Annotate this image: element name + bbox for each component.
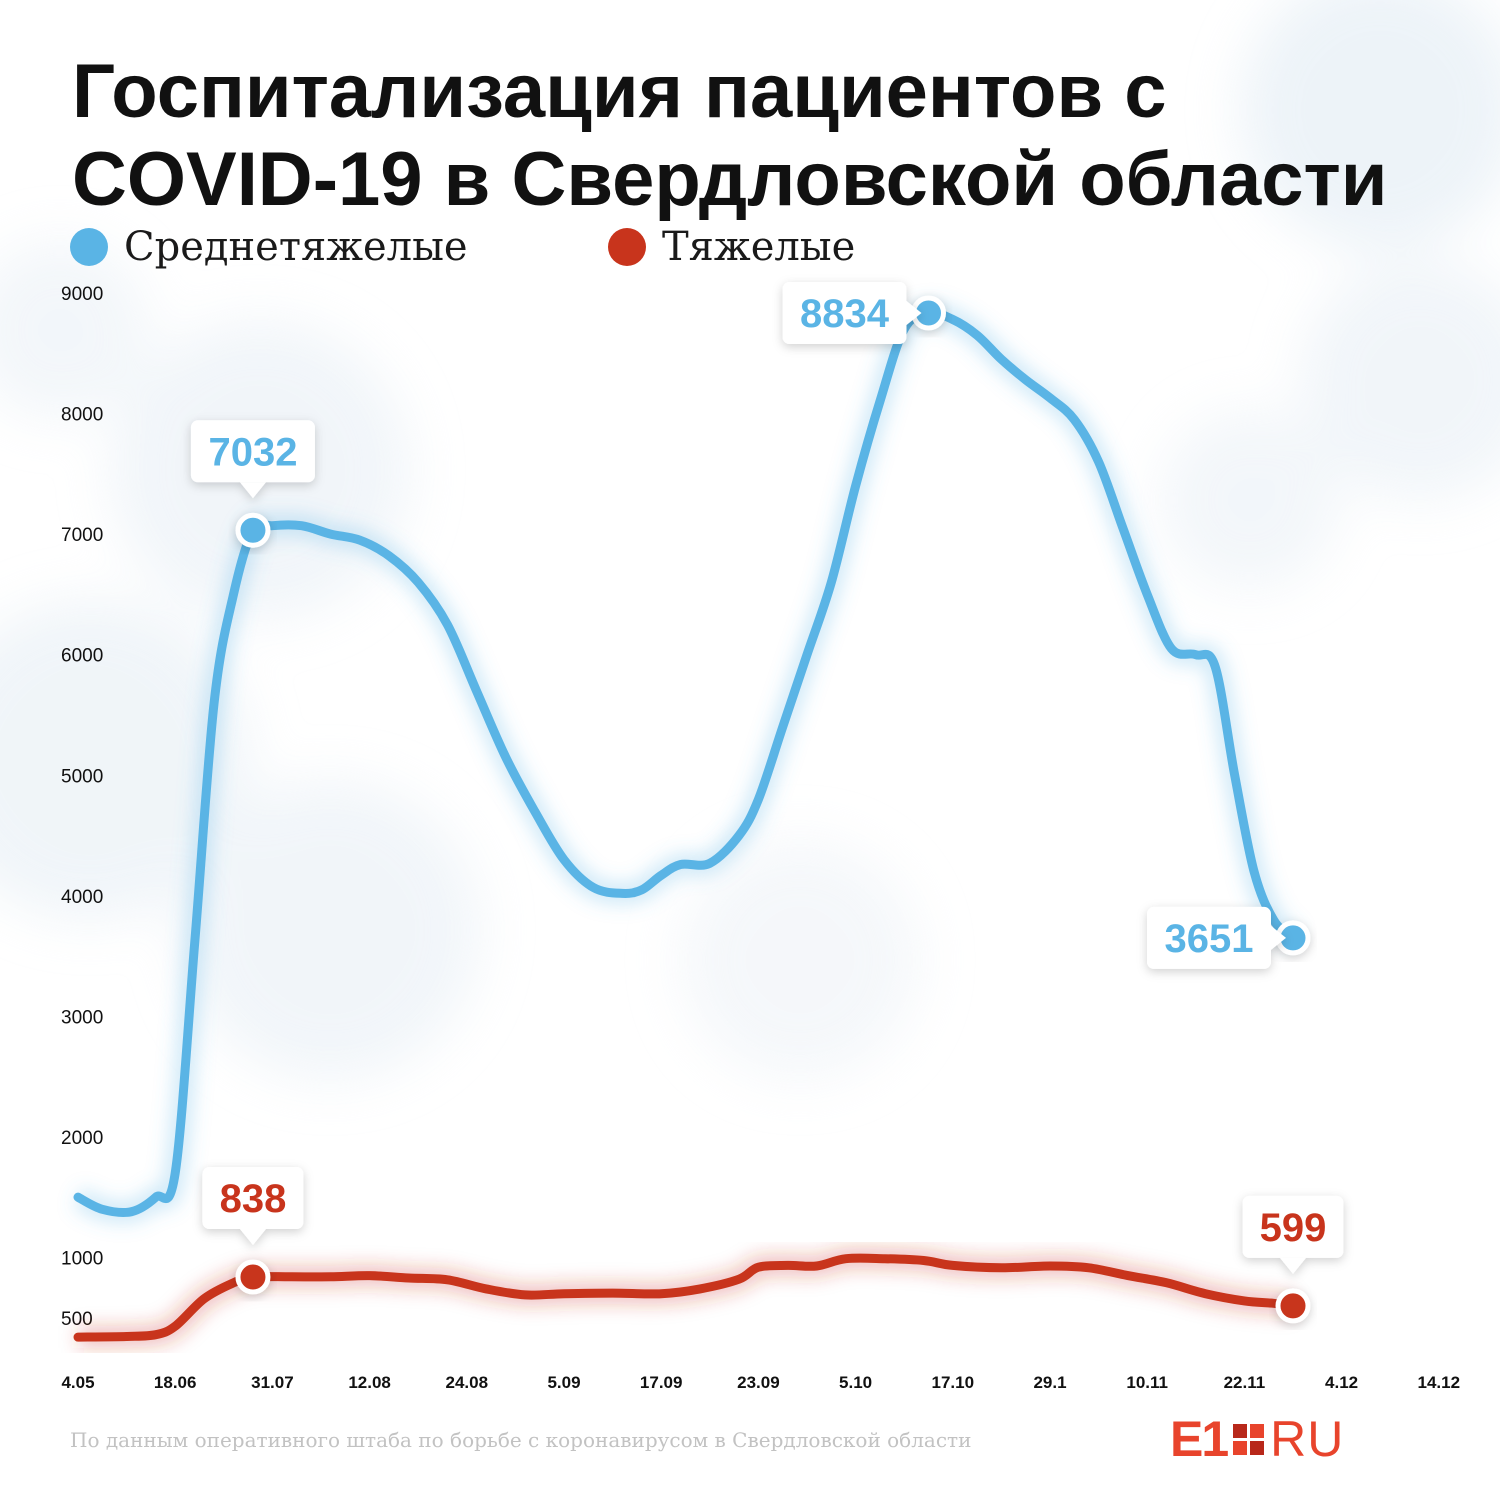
x-tick-label: 18.06	[154, 1373, 197, 1392]
x-tick-label: 22.11	[1224, 1373, 1266, 1392]
legend-dot-moderate	[70, 228, 108, 266]
x-tick-label: 5.09	[547, 1373, 580, 1392]
callout-box	[202, 1167, 304, 1230]
callout-pointer	[906, 301, 922, 326]
callout-pointer	[1271, 925, 1286, 950]
legend-label-severe: Тяжелые	[662, 224, 856, 270]
source-note: По данным оперативного штаба по борьбе с…	[70, 1428, 972, 1452]
x-tick-label: 29.1	[1033, 1373, 1066, 1392]
logo-e1-text: E1	[1170, 1411, 1229, 1467]
callout-box	[1242, 1195, 1344, 1258]
data-label-group: 7032	[190, 420, 315, 548]
data-label: 7032	[208, 430, 297, 474]
data-point-marker	[235, 1259, 271, 1295]
x-tick-label: 4.12	[1325, 1373, 1358, 1392]
x-tick-label: 10.11	[1126, 1373, 1168, 1392]
data-label: 599	[1260, 1206, 1327, 1250]
legend-item-severe: Тяжелые	[608, 222, 855, 272]
series-moderate	[72, 301, 1301, 1224]
data-label-callout	[190, 420, 315, 499]
x-tick-label: 4.05	[61, 1373, 94, 1392]
y-tick-label: 500	[61, 1309, 93, 1330]
chart-title: Госпитализация пациентов с COVID-19 в Св…	[72, 48, 1472, 224]
x-tick-label: 12.08	[348, 1373, 391, 1392]
callout-box	[782, 282, 907, 345]
data-label: 8834	[800, 292, 890, 336]
x-tick-label: 17.09	[640, 1373, 683, 1392]
data-label-callout	[782, 282, 922, 345]
y-axis: 500 1000 2000 3000 4000 5000 6000 7000 8000 9000	[61, 284, 103, 1330]
legend-dot-severe	[608, 228, 646, 266]
data-label-group: 3651	[1147, 906, 1311, 969]
data-label-callout	[1147, 906, 1286, 969]
data-label-group: 599	[1242, 1195, 1344, 1324]
y-tick-label: 7000	[61, 525, 103, 546]
callout-box	[190, 420, 315, 483]
x-tick-label: 5.10	[839, 1373, 872, 1392]
e1-logo: E1 RU	[1170, 1411, 1345, 1467]
x-tick-label: 24.08	[446, 1373, 489, 1392]
series-line	[73, 308, 1298, 1218]
data-label-callout	[1242, 1195, 1344, 1274]
x-tick-label: 14.12	[1418, 1373, 1461, 1392]
y-tick-label: 2000	[61, 1128, 103, 1149]
data-point-marker	[1275, 1288, 1311, 1324]
chart-title-line-1: Госпитализация пациентов с	[72, 49, 1167, 134]
y-tick-label: 3000	[61, 1007, 103, 1028]
data-label-callout	[202, 1167, 304, 1246]
data-label: 838	[220, 1177, 287, 1221]
data-label: 3651	[1165, 917, 1254, 961]
logo-ru-text: RU	[1270, 1411, 1345, 1467]
data-point-marker	[235, 512, 271, 548]
y-tick-label: 8000	[61, 405, 103, 426]
x-axis: 4.05 18.06 31.07 12.08 24.08 5.09 17.09 23.09 5.…	[61, 1373, 1460, 1392]
chart-title-line-2: COVID-19 в Свердловской области	[72, 137, 1388, 222]
y-tick-label: 1000	[61, 1249, 103, 1270]
x-tick-label: 31.07	[251, 1373, 294, 1392]
legend-item-moderate: Среднетяжелые	[70, 222, 468, 272]
x-tick-label: 17.10	[932, 1373, 975, 1392]
data-label-group: 8834	[782, 282, 946, 345]
legend-label-moderate: Среднетяжелые	[124, 224, 468, 270]
x-tick-label: 23.09	[737, 1373, 780, 1392]
y-tick-label: 5000	[61, 766, 103, 787]
y-tick-label: 9000	[61, 284, 103, 305]
logo-square-icon	[1233, 1423, 1265, 1455]
callout-pointer	[1280, 1257, 1306, 1274]
callout-pointer	[239, 1229, 266, 1246]
data-label-group: 838	[202, 1167, 304, 1295]
y-tick-label: 4000	[61, 887, 103, 908]
callout-box	[1147, 906, 1271, 969]
callout-pointer	[239, 482, 266, 499]
y-tick-label: 6000	[61, 646, 103, 667]
